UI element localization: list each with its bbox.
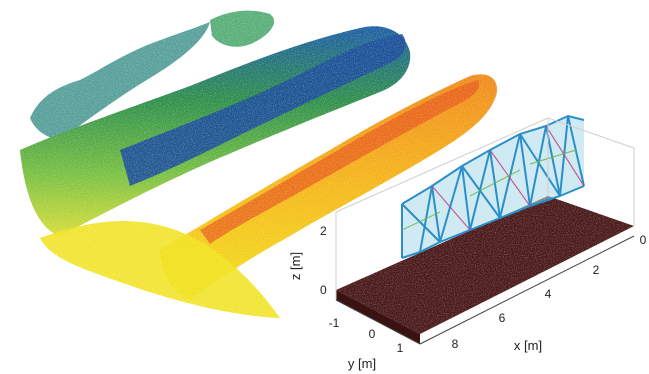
axes-lines [335, 235, 635, 345]
x-axis-label: x [m] [514, 338, 542, 353]
x-axis: 0 2 4 6 8 x [m] [452, 233, 647, 353]
y-axis-label: y [m] [348, 356, 376, 371]
x-tick-label: 0 [640, 233, 647, 247]
y-tick-label: -1 [329, 316, 340, 330]
z-tick-label: 2 [320, 224, 327, 238]
ground-slab-side [336, 290, 420, 344]
y-tick-label: 0 [369, 327, 376, 341]
frame-structure [401, 114, 585, 259]
z-axis: 2 0 z [m] [288, 224, 327, 297]
z-tick-label: 0 [320, 283, 327, 297]
x-tick-label: 2 [593, 263, 600, 277]
y-tick-label: 1 [397, 341, 404, 355]
x-tick-label: 8 [452, 337, 459, 351]
structure-panel [402, 116, 584, 258]
axes-frame [335, 117, 635, 300]
ground-point-cloud [336, 196, 634, 344]
y-axis: -1 0 1 y [m] [329, 316, 404, 371]
x-tick-label: 6 [499, 311, 506, 325]
x-tick-label: 4 [545, 287, 552, 301]
z-axis-label: z [m] [288, 252, 303, 280]
